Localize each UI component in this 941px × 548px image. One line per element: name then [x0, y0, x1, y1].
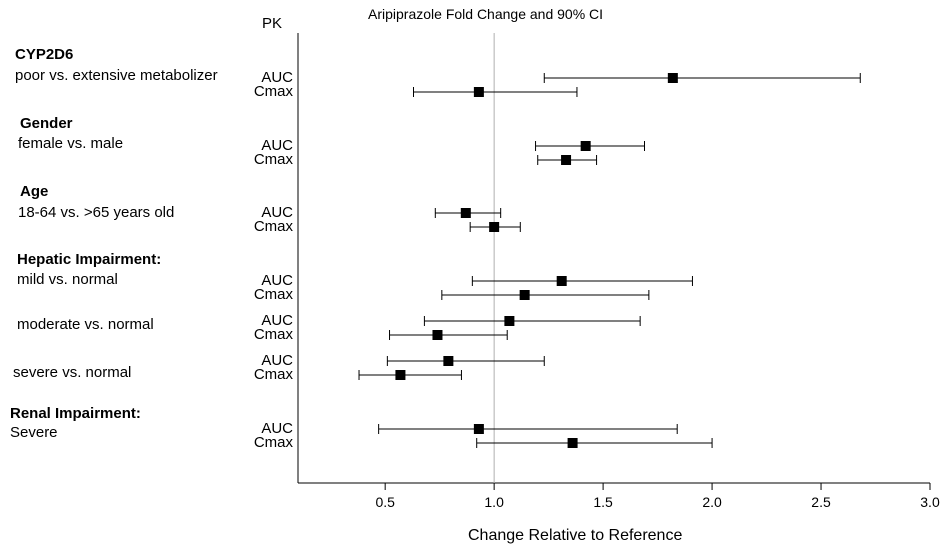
group-header-age: Age — [20, 183, 49, 200]
point-estimate — [580, 141, 591, 151]
point-estimate — [519, 290, 530, 300]
x-tick-label: 1.0 — [484, 494, 504, 510]
subgroup-label-cyp2d6: poor vs. extensive metabolizer — [15, 67, 218, 84]
pk-row-label: Cmax — [253, 326, 293, 343]
point-estimate — [432, 330, 443, 340]
point-estimate — [473, 87, 484, 97]
point-estimate — [489, 222, 500, 232]
point-estimate — [395, 370, 406, 380]
pk-row-label: Cmax — [253, 151, 293, 168]
point-estimate — [567, 438, 578, 448]
x-tick-label: 1.5 — [593, 494, 613, 510]
group-header-gender: Gender — [20, 115, 73, 132]
x-axis-label: Change Relative to Reference — [468, 527, 683, 544]
subgroup-label-gender: female vs. male — [18, 135, 124, 152]
subgroup-label-renal-severe: Severe — [10, 424, 58, 441]
group-header-cyp2d6: CYP2D6 — [15, 46, 74, 63]
pk-row-label: AUC — [261, 204, 293, 221]
subgroup-label-hepatic-severe: severe vs. normal — [13, 364, 132, 381]
x-tick-label: 0.5 — [375, 494, 395, 510]
point-estimate — [561, 155, 572, 165]
pk-row-label: Cmax — [253, 434, 293, 451]
pk-row-label: AUC — [261, 69, 293, 86]
group-header-hepatic: Hepatic Impairment: — [17, 251, 162, 268]
pk-header: PK — [262, 15, 283, 32]
x-tick-label: 3.0 — [920, 494, 940, 510]
pk-row-label: AUC — [261, 312, 293, 329]
point-estimate — [556, 276, 567, 286]
pk-row-label: AUC — [261, 272, 293, 289]
point-estimate — [667, 73, 678, 83]
point-estimate — [460, 208, 471, 218]
pk-row-label: Cmax — [253, 83, 293, 100]
point-estimate — [473, 424, 484, 434]
pk-row-label: AUC — [261, 420, 293, 437]
pk-row-label: Cmax — [253, 366, 293, 383]
pk-row-label: Cmax — [253, 286, 293, 303]
x-tick-label: 2.0 — [702, 494, 722, 510]
subgroup-label-hepatic-mild: mild vs. normal — [17, 271, 118, 288]
pk-row-label: AUC — [261, 352, 293, 369]
subgroup-label-hepatic-moderate: moderate vs. normal — [17, 316, 154, 333]
point-estimate — [504, 316, 515, 326]
point-estimate — [443, 356, 454, 366]
x-tick-label: 2.5 — [811, 494, 831, 510]
subgroup-label-age: 18-64 vs. >65 years old — [18, 204, 175, 221]
group-header-renal: Renal Impairment: — [10, 405, 141, 422]
chart-title: Aripiprazole Fold Change and 90% CI — [368, 6, 604, 22]
pk-row-label: AUC — [261, 137, 293, 154]
pk-row-label: Cmax — [253, 218, 293, 235]
